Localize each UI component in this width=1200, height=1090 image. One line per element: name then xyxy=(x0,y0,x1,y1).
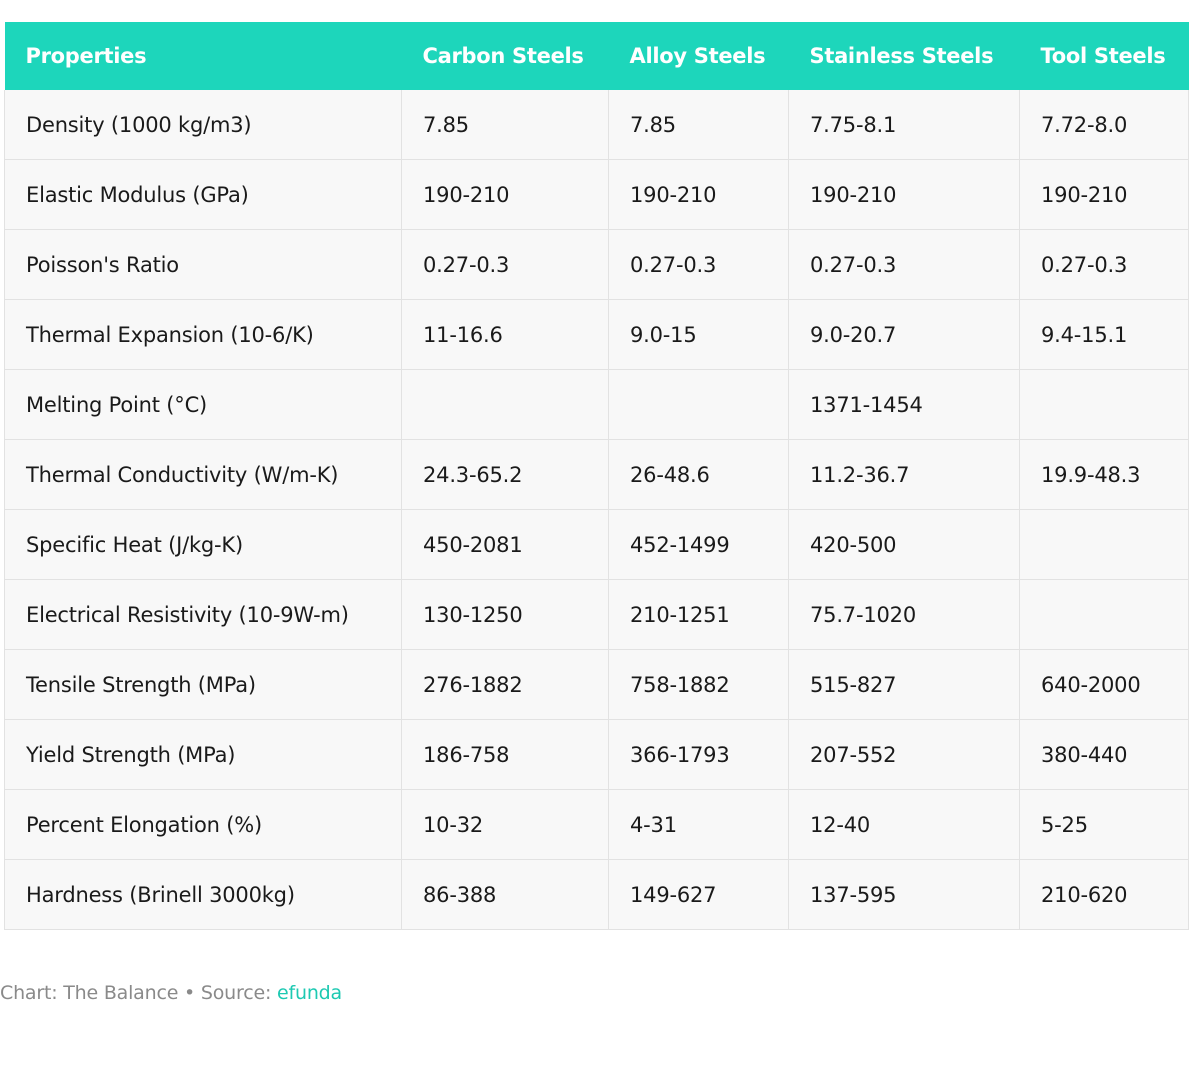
value-cell: 9.4-15.1 xyxy=(1019,299,1189,370)
header-row: Properties Carbon Steels Alloy Steels Stain… xyxy=(4,22,1189,90)
value-cell: 7.75-8.1 xyxy=(788,90,1020,160)
value-cell xyxy=(1019,579,1189,650)
value-cell: 276-1882 xyxy=(401,649,609,720)
value-cell xyxy=(608,369,789,440)
column-header-1: Carbon Steels xyxy=(401,22,609,90)
value-cell: 190-210 xyxy=(788,159,1020,230)
table-row: Percent Elongation (%) 10-32 4-31 12-40 5-25 xyxy=(4,789,1189,860)
value-cell: 9.0-15 xyxy=(608,299,789,370)
table-row: Hardness (Brinell 3000kg) 86-388 149-627 13… xyxy=(4,859,1189,930)
table-row: Specific Heat (J/kg-K) 450-2081 452-1499 42… xyxy=(4,509,1189,580)
value-cell: 26-48.6 xyxy=(608,439,789,510)
source-link[interactable]: efunda xyxy=(277,982,342,1004)
value-cell: 366-1793 xyxy=(608,719,789,790)
value-cell: 190-210 xyxy=(1019,159,1189,230)
value-cell: 11.2-36.7 xyxy=(788,439,1020,510)
value-cell: 640-2000 xyxy=(1019,649,1189,720)
steel-properties-table: Properties Carbon Steels Alloy Steels Stain… xyxy=(4,22,1189,930)
row-label-cell: Electrical Resistivity (10-9W-m) xyxy=(4,579,402,650)
value-cell: 11-16.6 xyxy=(401,299,609,370)
value-cell: 190-210 xyxy=(401,159,609,230)
value-cell: 1371-1454 xyxy=(788,369,1020,440)
row-label-cell: Melting Point (°C) xyxy=(4,369,402,440)
value-cell: 515-827 xyxy=(788,649,1020,720)
value-cell: 4-31 xyxy=(608,789,789,860)
value-cell: 0.27-0.3 xyxy=(1019,229,1189,300)
value-cell: 452-1499 xyxy=(608,509,789,580)
row-label-cell: Thermal Expansion (10-6/K) xyxy=(4,299,402,370)
value-cell: 380-440 xyxy=(1019,719,1189,790)
value-cell: 137-595 xyxy=(788,859,1020,930)
value-cell: 7.85 xyxy=(608,90,789,160)
row-label-cell: Elastic Modulus (GPa) xyxy=(4,159,402,230)
value-cell: 19.9-48.3 xyxy=(1019,439,1189,510)
value-cell: 9.0-20.7 xyxy=(788,299,1020,370)
column-header-4: Tool Steels xyxy=(1019,22,1189,90)
value-cell: 5-25 xyxy=(1019,789,1189,860)
data-table-container: Properties Carbon Steels Alloy Steels Stain… xyxy=(4,22,1189,930)
value-cell: 149-627 xyxy=(608,859,789,930)
table-row: Tensile Strength (MPa) 276-1882 758-1882 51… xyxy=(4,649,1189,720)
value-cell: 210-620 xyxy=(1019,859,1189,930)
row-label-cell: Yield Strength (MPa) xyxy=(4,719,402,790)
value-cell: 186-758 xyxy=(401,719,609,790)
chart-footer: Chart: The Balance • Source: efunda xyxy=(0,982,342,1004)
value-cell: 130-1250 xyxy=(401,579,609,650)
value-cell: 0.27-0.3 xyxy=(401,229,609,300)
value-cell: 75.7-1020 xyxy=(788,579,1020,650)
row-label-cell: Hardness (Brinell 3000kg) xyxy=(4,859,402,930)
column-header-2: Alloy Steels xyxy=(608,22,789,90)
row-label-cell: Specific Heat (J/kg-K) xyxy=(4,509,402,580)
row-label-cell: Tensile Strength (MPa) xyxy=(4,649,402,720)
table-row: Electrical Resistivity (10-9W-m) 130-1250… xyxy=(4,579,1189,650)
value-cell: 86-388 xyxy=(401,859,609,930)
value-cell xyxy=(401,369,609,440)
table-row: Density (1000 kg/m3) 7.85 7.85 7.75-8.1 7.72… xyxy=(4,90,1189,160)
table-row: Poisson's Ratio 0.27-0.3 0.27-0.3 0.27-0.3 0… xyxy=(4,229,1189,300)
value-cell: 0.27-0.3 xyxy=(788,229,1020,300)
table-row: Thermal Conductivity (W/m-K) 24.3-65.2 26-… xyxy=(4,439,1189,510)
value-cell: 12-40 xyxy=(788,789,1020,860)
row-label-cell: Poisson's Ratio xyxy=(4,229,402,300)
value-cell: 207-552 xyxy=(788,719,1020,790)
value-cell: 10-32 xyxy=(401,789,609,860)
value-cell: 24.3-65.2 xyxy=(401,439,609,510)
table-header: Properties Carbon Steels Alloy Steels Stain… xyxy=(4,22,1189,90)
table-row: Melting Point (°C) 1371-1454 xyxy=(4,369,1189,440)
footer-credit: Chart: The Balance • Source: xyxy=(0,982,277,1004)
value-cell: 758-1882 xyxy=(608,649,789,720)
value-cell: 0.27-0.3 xyxy=(608,229,789,300)
value-cell: 190-210 xyxy=(608,159,789,230)
table-row: Thermal Expansion (10-6/K) 11-16.6 9.0-15 9… xyxy=(4,299,1189,370)
value-cell: 7.85 xyxy=(401,90,609,160)
value-cell: 420-500 xyxy=(788,509,1020,580)
column-header-3: Stainless Steels xyxy=(788,22,1020,90)
row-label-cell: Density (1000 kg/m3) xyxy=(4,90,402,160)
value-cell: 450-2081 xyxy=(401,509,609,580)
row-label-cell: Percent Elongation (%) xyxy=(4,789,402,860)
value-cell: 7.72-8.0 xyxy=(1019,90,1189,160)
row-label-cell: Thermal Conductivity (W/m-K) xyxy=(4,439,402,510)
column-header-0: Properties xyxy=(4,22,402,90)
value-cell: 210-1251 xyxy=(608,579,789,650)
value-cell xyxy=(1019,509,1189,580)
table-row: Yield Strength (MPa) 186-758 366-1793 207-5… xyxy=(4,719,1189,790)
table-body: Density (1000 kg/m3) 7.85 7.85 7.75-8.1 7.72… xyxy=(4,90,1189,930)
table-row: Elastic Modulus (GPa) 190-210 190-210 190-2… xyxy=(4,159,1189,230)
value-cell xyxy=(1019,369,1189,440)
